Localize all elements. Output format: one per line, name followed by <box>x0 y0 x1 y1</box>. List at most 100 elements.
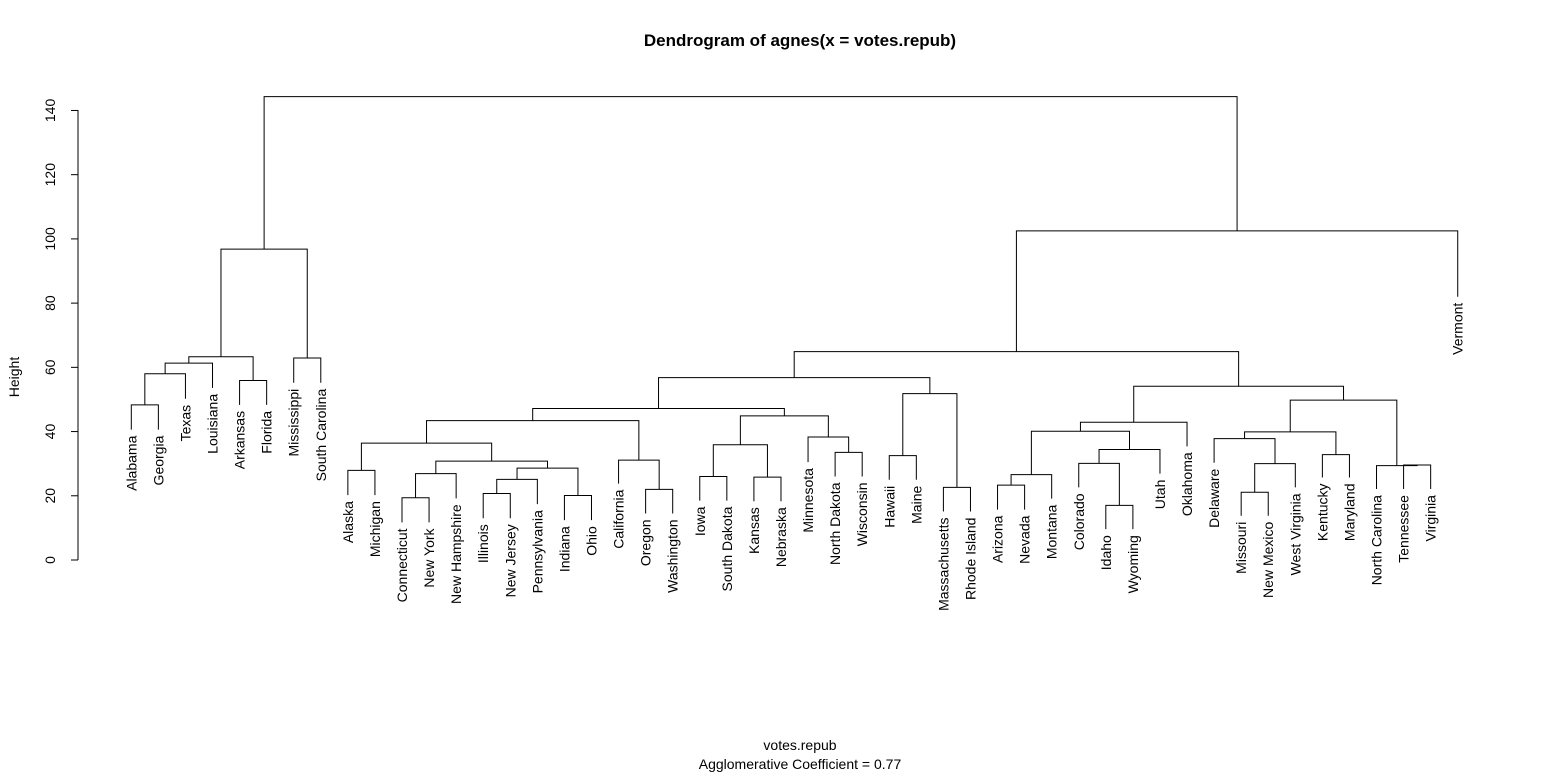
dendrogram-link <box>834 451 863 477</box>
dendrogram-link <box>1254 463 1296 493</box>
leaf-label: North Carolina <box>1369 495 1385 585</box>
leaf-label: Nebraska <box>773 507 789 567</box>
dendrogram-link <box>415 473 457 499</box>
dendrogram-link <box>888 455 917 480</box>
dendrogram-link <box>360 442 493 471</box>
dendrogram-link <box>164 362 214 388</box>
dendrogram-link <box>1213 438 1276 464</box>
dendrogram-link <box>1244 431 1337 455</box>
leaf-label: Oregon <box>638 519 654 566</box>
leaf-label: Pennsylvania <box>529 510 545 593</box>
y-tick-label: 0 <box>42 556 58 564</box>
dendrogram-link <box>532 407 785 421</box>
dendrogram-link <box>1289 399 1398 466</box>
dendrogram-link <box>144 373 186 405</box>
leaf-label: Louisiana <box>205 394 221 454</box>
leaf-label: Delaware <box>1206 468 1222 527</box>
dendrogram-link <box>712 444 768 478</box>
dendrogram-link <box>618 459 660 490</box>
leaf-label: Iowa <box>692 506 708 536</box>
leaf-label: Wisconsin <box>854 483 870 547</box>
leaf-label: Alaska <box>340 501 356 543</box>
dendrogram-link <box>347 469 376 496</box>
dendrogram-link <box>293 357 322 383</box>
leaf-label: Texas <box>177 405 193 442</box>
leaf-label: Washington <box>665 519 681 592</box>
leaf-label: Kentucky <box>1314 483 1330 541</box>
y-tick-label: 100 <box>42 227 58 251</box>
y-axis-label: Height <box>6 357 22 398</box>
leaf-label: California <box>611 489 627 548</box>
dendrogram-link <box>426 420 640 461</box>
leaf-label: Arizona <box>990 515 1006 563</box>
dendrogram-link <box>401 497 430 523</box>
leaf-label: Ohio <box>583 526 599 556</box>
y-tick-label: 40 <box>42 424 58 440</box>
dendrogram-links <box>130 96 1459 530</box>
leaf-label: Maine <box>908 486 924 524</box>
y-tick-label: 120 <box>42 163 58 187</box>
leaf-label: New Mexico <box>1260 521 1276 597</box>
leaf-label: Michigan <box>367 501 383 557</box>
leaf-label: Oklahoma <box>1179 452 1195 516</box>
leaf-label: Nevada <box>1017 515 1033 563</box>
leaf-label: Maryland <box>1341 483 1357 541</box>
leaf-label: Tennessee <box>1396 495 1412 563</box>
leaf-label: West Virginia <box>1287 493 1303 575</box>
dendrogram-link <box>239 380 268 405</box>
leaf-labels: Alabama Georgia Texas Louisiana Arkansas Flor… <box>123 303 1465 611</box>
dendrogram-link <box>645 488 674 514</box>
dendrogram-link <box>516 467 579 496</box>
dendrogram-link <box>1030 430 1131 475</box>
dendrogram-link <box>997 484 1026 510</box>
leaf-label: Florida <box>259 411 275 454</box>
y-tick-label: 80 <box>42 295 58 311</box>
leaf-label: Virginia <box>1423 495 1439 542</box>
dendrogram-link <box>263 96 1238 250</box>
dendrogram-link <box>1321 454 1350 478</box>
y-axis: 0 20 40 60 80 100 120 140 <box>42 99 79 564</box>
leaf-label: Missouri <box>1233 522 1249 574</box>
dendrogram-link <box>482 493 511 519</box>
leaf-label: South Dakota <box>719 506 735 591</box>
dendrogram-link <box>699 476 728 501</box>
dendrogram-link <box>1079 421 1188 447</box>
dendrogram-link <box>1078 462 1120 506</box>
dendrogram-link <box>220 248 308 359</box>
dendrogram-link <box>1240 491 1269 516</box>
dendrogram-link <box>1098 449 1161 474</box>
y-tick-label: 60 <box>42 359 58 375</box>
chart-title: Dendrogram of agnes(x = votes.repub) <box>644 31 956 50</box>
leaf-label: Colorado <box>1071 493 1087 550</box>
dendrogram-link <box>1403 464 1432 490</box>
dendrogram-link <box>807 436 850 463</box>
leaf-label: Kansas <box>746 507 762 554</box>
leaf-label: Montana <box>1044 504 1060 559</box>
dendrogram-link <box>130 404 159 430</box>
leaf-label: Massachusetts <box>935 518 951 611</box>
leaf-label: Indiana <box>556 526 572 572</box>
leaf-label: Wyoming <box>1125 535 1141 593</box>
leaf-label: Connecticut <box>394 528 410 602</box>
leaf-label: Minnesota <box>800 468 816 533</box>
dendrogram-link <box>902 393 958 488</box>
dendrogram-link <box>1133 385 1345 423</box>
dendrogram-link <box>188 356 254 381</box>
y-tick-label: 140 <box>42 99 58 123</box>
agglomerative-coefficient-text: Agglomerative Coefficient = 0.77 <box>699 756 902 772</box>
leaf-label: New York <box>421 527 437 587</box>
dendrogram-link <box>658 377 931 409</box>
leaf-label: Georgia <box>150 435 166 485</box>
dendrogram-link <box>1376 464 1418 490</box>
x-axis-label: votes.repub <box>763 737 836 753</box>
leaf-label: Utah <box>1152 480 1168 510</box>
dendrogram-link <box>1015 230 1459 352</box>
dendrogram-link <box>753 476 782 502</box>
dendrogram-link <box>1105 504 1134 530</box>
dendrogram-link <box>739 415 829 445</box>
leaf-label: New Hampshire <box>448 504 464 604</box>
dendrogram-link <box>942 486 971 512</box>
dendrogram-link <box>496 478 538 505</box>
leaf-label: Mississippi <box>286 389 302 457</box>
